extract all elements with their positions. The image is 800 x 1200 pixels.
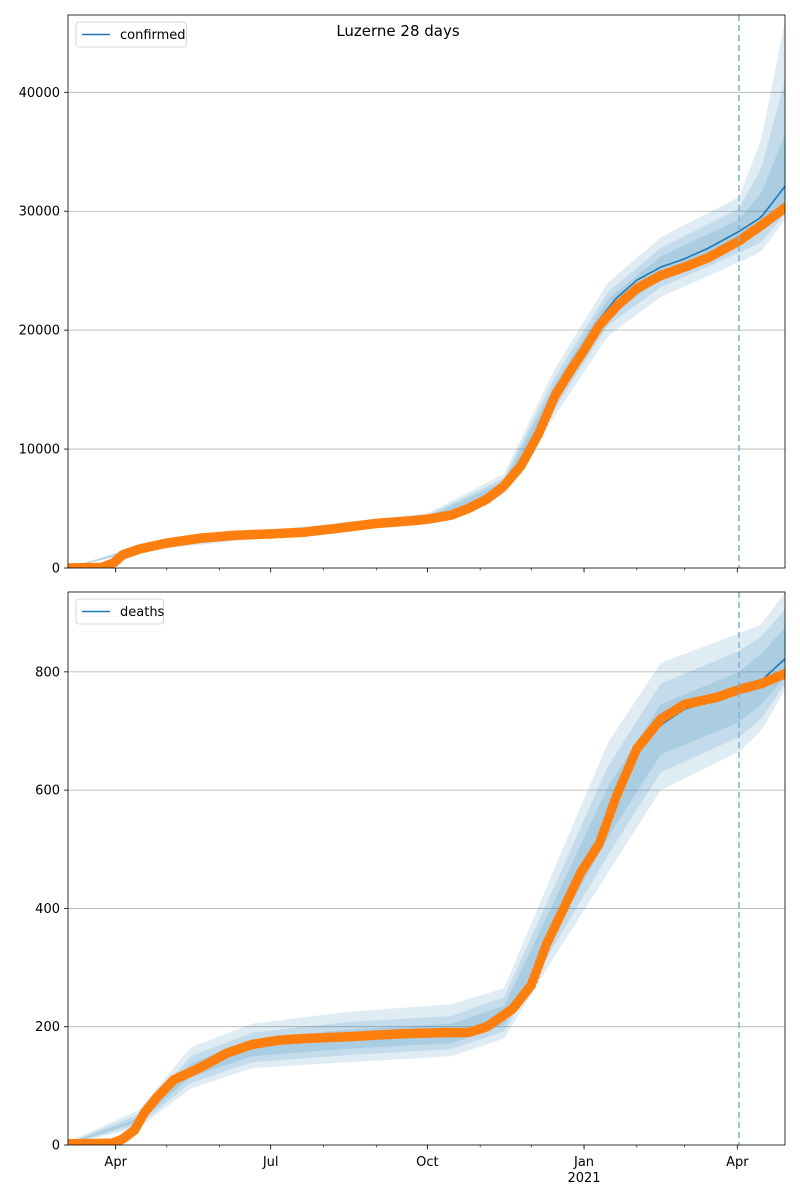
- deaths-plot-area: [68, 592, 785, 1145]
- ytick-label-deaths: 800: [35, 665, 60, 680]
- xtick-label: Jul: [262, 1155, 279, 1170]
- xtick-label: Apr: [726, 1155, 749, 1170]
- ytick-label-confirmed: 10000: [19, 443, 60, 458]
- xtick-sublabel: 2021: [567, 1171, 600, 1186]
- ytick-label-deaths: 400: [35, 902, 60, 917]
- confirmed-band-0: [68, 20, 785, 568]
- confirmed-observed-point: [780, 202, 785, 213]
- xtick-label: Oct: [416, 1155, 438, 1170]
- deaths-legend: deaths: [75, 598, 165, 625]
- confirmed-band-1: [68, 80, 785, 568]
- ytick-label-confirmed: 40000: [19, 86, 60, 101]
- deaths-band-2: [68, 627, 785, 1145]
- deaths-axes-frame: [67, 591, 786, 1146]
- xtick-label: Jan: [573, 1155, 594, 1170]
- ytick-label-confirmed: 20000: [19, 324, 60, 339]
- ytick-label-confirmed: 0: [52, 562, 60, 577]
- ytick-label-confirmed: 30000: [19, 205, 60, 220]
- deaths-observed-points: [68, 668, 785, 1145]
- deaths-band-0: [68, 592, 785, 1145]
- legend-box: [75, 598, 164, 625]
- confirmed-plot-area: [68, 20, 785, 568]
- confirmed-panel: 0 10000 20000 30000 40000 confirmed: [19, 14, 786, 577]
- ytick-label-deaths: 0: [52, 1139, 60, 1154]
- legend-box: [75, 21, 187, 48]
- confirmed-observed-points: [68, 202, 785, 568]
- chart-title: Luzerne 28 days: [336, 22, 460, 40]
- confirmed-band-2: [68, 133, 785, 568]
- xtick-label: Apr: [104, 1155, 127, 1170]
- ytick-label-deaths: 600: [35, 784, 60, 799]
- confirmed-legend: confirmed: [75, 21, 187, 48]
- deaths-observed-point: [780, 668, 785, 679]
- deaths-band-1: [68, 609, 785, 1145]
- legend-label: deaths: [120, 605, 165, 620]
- legend-label: confirmed: [120, 28, 186, 43]
- ytick-label-deaths: 200: [35, 1020, 60, 1035]
- confirmed-axes-frame: [67, 14, 786, 569]
